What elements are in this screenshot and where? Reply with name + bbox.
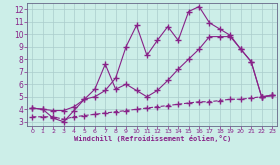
X-axis label: Windchill (Refroidissement éolien,°C): Windchill (Refroidissement éolien,°C) bbox=[74, 135, 231, 142]
